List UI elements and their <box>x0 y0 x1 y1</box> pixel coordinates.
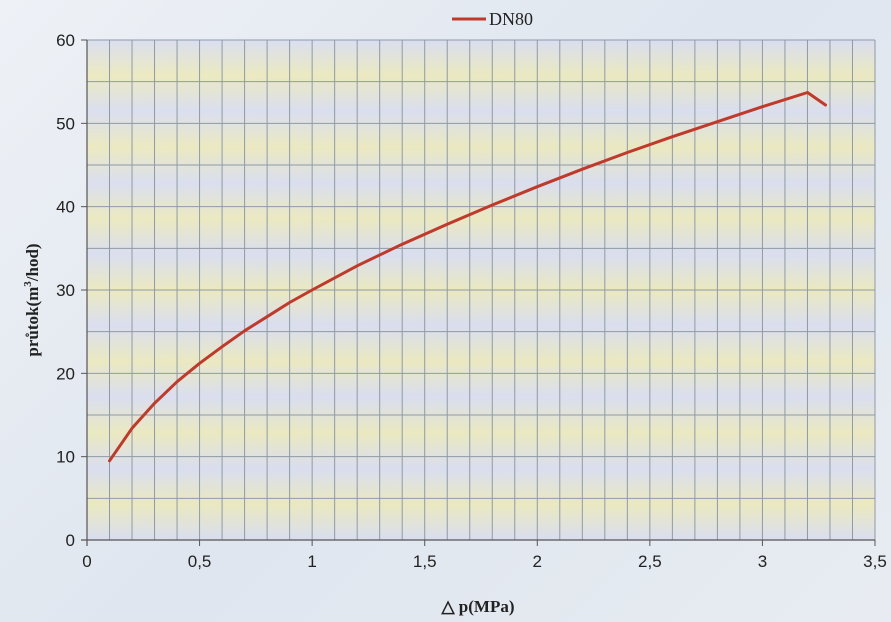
series-line-dn80 <box>108 91 827 463</box>
x-tick-label: 2,5 <box>638 552 662 571</box>
series-layer <box>108 91 827 463</box>
y-axis-title-main: průtok(m <box>23 287 42 357</box>
legend-label: DN80 <box>489 9 533 29</box>
axes <box>81 40 875 546</box>
x-tick-label: 3 <box>758 552 767 571</box>
x-tick-label: 1 <box>307 552 316 571</box>
y-axis-title-superscript: 3 <box>22 281 34 287</box>
minor-grid <box>86 39 876 541</box>
x-tick-label: 0,5 <box>188 552 212 571</box>
x-tick-label: 2 <box>533 552 542 571</box>
legend: DN80 <box>452 9 533 29</box>
y-tick-label: 50 <box>56 114 75 133</box>
y-axis-ticks: 0 10 20 30 40 50 60 <box>56 31 87 550</box>
y-tick-label: 10 <box>56 448 75 467</box>
y-axis-title: průtok(m3/hod) <box>22 243 42 356</box>
x-tick-label: 3,5 <box>863 552 887 571</box>
x-tick-label: 0 <box>82 552 91 571</box>
y-tick-label: 0 <box>66 531 75 550</box>
y-tick-label: 30 <box>56 281 75 300</box>
x-axis-ticks: 0 0,5 1 1,5 2 2,5 3 3,5 <box>82 540 887 571</box>
x-axis-title: △ p(MPa) <box>440 597 514 616</box>
y-axis-title-tail: /hod) <box>23 243 42 282</box>
y-tick-label: 20 <box>56 364 75 383</box>
x-tick-label: 1,5 <box>413 552 437 571</box>
y-tick-label: 40 <box>56 198 75 217</box>
y-tick-label: 60 <box>56 31 75 50</box>
